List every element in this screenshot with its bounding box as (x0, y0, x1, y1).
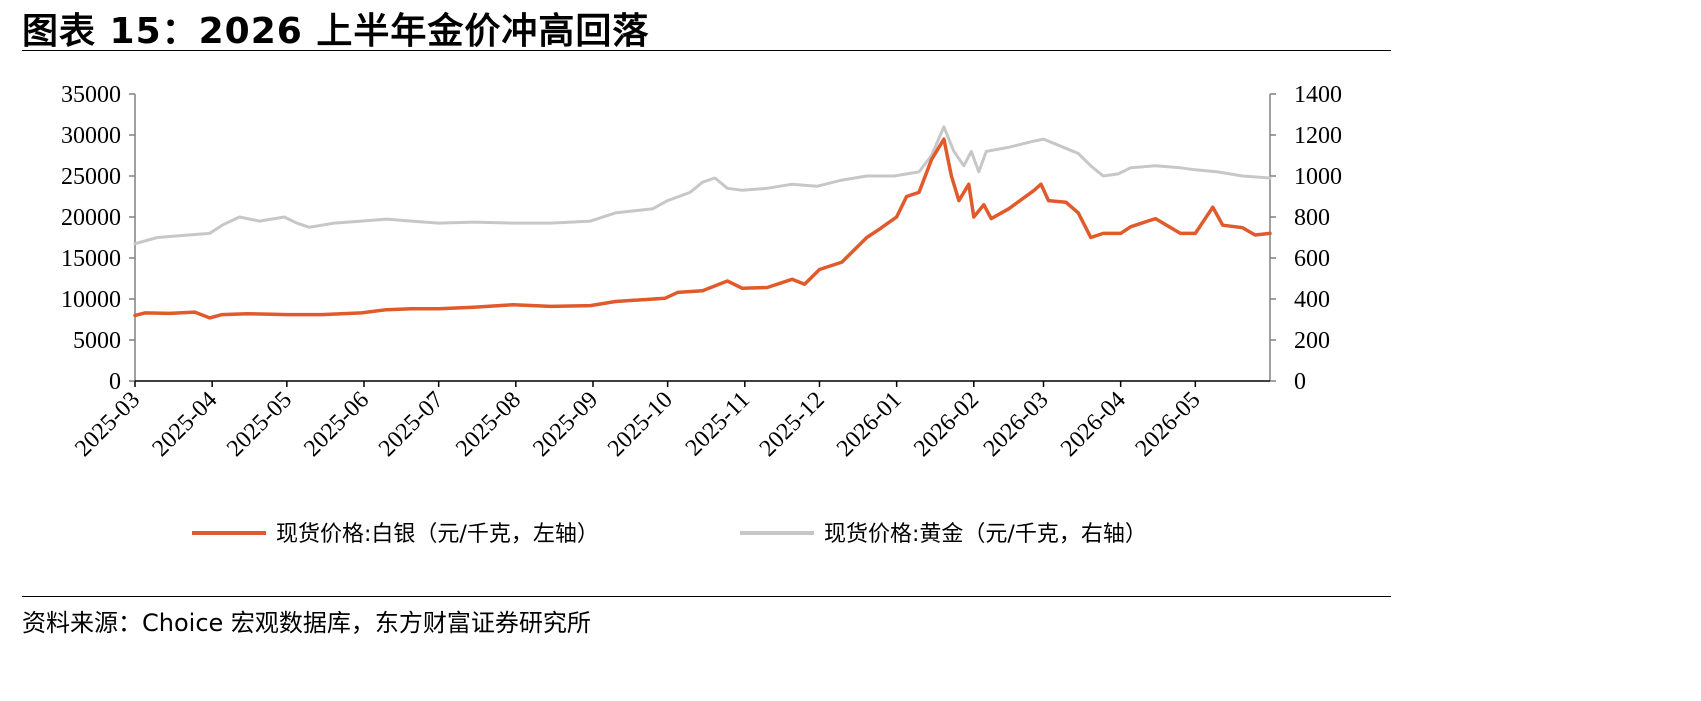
chart-series (133, 125, 1272, 320)
chart-area: 0 5000 10000 15000 20000 25000 30000 35000 0 200 4… (61, 82, 1342, 547)
x-tick-label: 2025-11 (681, 387, 755, 461)
x-tick-label: 2025-10 (603, 387, 678, 462)
right-tick-label: 800 (1294, 205, 1330, 231)
legend-label: 现货价格:白银（元/千克，左轴） (276, 522, 599, 547)
x-tick-label: 2026-02 (909, 387, 984, 462)
left-tick-label: 30000 (61, 123, 121, 149)
right-tick-label: 600 (1294, 246, 1330, 272)
x-tick-label: 2026-04 (1056, 387, 1131, 462)
chart-axes: 0 5000 10000 15000 20000 25000 30000 35000 0 200 4… (61, 82, 1342, 462)
x-tick-label: 2026-01 (832, 387, 907, 462)
source-rule (22, 596, 1391, 597)
figure-title: 图表 15：2026 上半年金价冲高回落 (22, 11, 650, 52)
left-tick-label: 20000 (61, 205, 121, 231)
left-tick-label: 25000 (61, 164, 121, 190)
right-tick-label: 0 (1294, 369, 1306, 395)
x-tick-label: 2026-03 (979, 387, 1054, 462)
right-tick-label: 200 (1294, 328, 1330, 354)
right-tick-label: 1000 (1294, 164, 1342, 190)
source-note: 资料来源：Choice 宏观数据库，东方财富证券研究所 (22, 609, 591, 637)
series-gold-line (133, 125, 1272, 246)
legend-label: 现货价格:黄金（元/千克，右轴） (824, 522, 1147, 547)
x-tick-label: 2025-04 (147, 387, 222, 462)
x-tick-label: 2025-06 (299, 387, 374, 462)
left-tick-label: 10000 (61, 287, 121, 313)
left-tick-label: 35000 (61, 82, 121, 108)
title-rule (22, 50, 1391, 51)
chart-legend: 现货价格:白银（元/千克，左轴） 现货价格:黄金（元/千克，右轴） (192, 522, 1147, 547)
series-silver-line (133, 137, 1272, 320)
right-tick-label: 1200 (1294, 123, 1342, 149)
left-tick-label: 15000 (61, 246, 121, 272)
x-tick-label: 2025-03 (70, 387, 145, 462)
x-tick-label: 2025-12 (755, 387, 830, 462)
x-tick-label: 2026-05 (1131, 387, 1206, 462)
x-tick-label: 2025-08 (451, 387, 526, 462)
right-tick-label: 400 (1294, 287, 1330, 313)
right-tick-label: 1400 (1294, 82, 1342, 108)
left-tick-label: 0 (109, 369, 121, 395)
x-tick-label: 2025-07 (374, 387, 449, 462)
left-tick-label: 5000 (73, 328, 121, 354)
x-tick-label: 2025-05 (222, 387, 297, 462)
x-tick-label: 2025-09 (528, 387, 603, 462)
